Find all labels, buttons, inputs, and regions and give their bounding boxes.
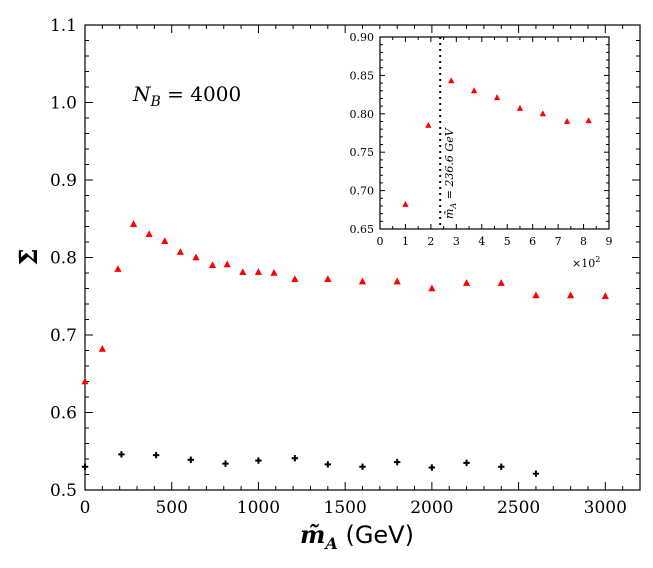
threshold-label-main: m̃ bbox=[443, 209, 456, 219]
main-axis-ticks: 0 500 1000 1500 2000 2500 3000 0.5 0.6 0.7 0.8 0.9 1… bbox=[50, 16, 640, 518]
x-axis-label: m̃A (GeV) bbox=[300, 520, 414, 553]
y-tick-label: 0.75 bbox=[350, 146, 375, 159]
inset-plot: 0 1 2 3 4 5 6 7 8 9 0.65 0.70 0.75 0.80 0.85 0.90 m̃A =… bbox=[350, 31, 613, 270]
x-tick-label: 500 bbox=[155, 498, 187, 518]
x-tick-label: 3 bbox=[453, 235, 460, 248]
data-point-triangle bbox=[470, 87, 478, 94]
data-point-triangle bbox=[291, 275, 299, 282]
x-axis-label-subscript: A bbox=[323, 534, 337, 553]
data-point-triangle bbox=[239, 268, 247, 276]
data-point-triangle bbox=[428, 284, 436, 292]
threshold-label-value: = 236.6 GeV bbox=[443, 127, 456, 202]
data-point-triangle bbox=[114, 265, 122, 272]
x-tick-label: 5 bbox=[504, 235, 511, 248]
data-point-triangle bbox=[270, 269, 278, 276]
inset-x-multiplier: ×102 bbox=[572, 255, 600, 270]
x-axis-label-symbol: m̃ bbox=[300, 520, 325, 549]
x-tick-label: 4 bbox=[478, 235, 485, 248]
y-tick-label: 0.70 bbox=[350, 185, 375, 198]
data-point-triangle bbox=[161, 237, 169, 245]
data-point-triangle bbox=[358, 277, 367, 285]
data-point-triangle bbox=[223, 260, 231, 268]
data-point-triangle bbox=[324, 275, 332, 282]
x-tick-label: 8 bbox=[580, 235, 587, 248]
data-point-triangle bbox=[532, 291, 540, 299]
x-tick-label: 9 bbox=[606, 235, 613, 248]
x-tick-label: 2000 bbox=[410, 498, 453, 518]
y-tick-label: 0.8 bbox=[50, 249, 77, 269]
data-point-triangle bbox=[493, 94, 501, 101]
multiplier-exponent: 2 bbox=[595, 255, 600, 264]
data-point-triangle bbox=[393, 277, 401, 285]
inset-plot-frame bbox=[379, 36, 610, 230]
y-tick-label: 0.90 bbox=[350, 31, 375, 44]
y-tick-label: 0.80 bbox=[350, 108, 375, 121]
data-point-triangle bbox=[539, 110, 546, 117]
data-point-triangle bbox=[448, 77, 455, 84]
x-tick-label: 2500 bbox=[497, 498, 540, 518]
x-tick-label: 0 bbox=[80, 498, 91, 518]
y-tick-label: 0.65 bbox=[350, 223, 375, 236]
annotation-main: N bbox=[132, 82, 152, 106]
inset-data-points bbox=[402, 77, 592, 207]
data-point-triangle bbox=[462, 279, 471, 286]
data-point-triangle bbox=[425, 121, 432, 128]
data-point-triangle bbox=[497, 279, 505, 286]
x-tick-label: 1 bbox=[402, 235, 409, 248]
y-tick-label: 0.9 bbox=[50, 171, 77, 191]
data-point-triangle bbox=[254, 268, 263, 276]
multiplier-base: ×10 bbox=[572, 257, 595, 270]
y-tick-label: 0.7 bbox=[50, 326, 77, 346]
data-point-triangle bbox=[567, 291, 575, 299]
data-point-triangle bbox=[563, 117, 571, 124]
x-tick-label: 3000 bbox=[584, 498, 627, 518]
data-point-triangle bbox=[129, 220, 138, 227]
annotation-value: = 4000 bbox=[161, 82, 241, 106]
inset-threshold-label: m̃A = 236.6 GeV bbox=[443, 127, 458, 219]
y-tick-label: 0.6 bbox=[50, 404, 77, 424]
main-data-points bbox=[81, 220, 609, 477]
x-axis-label-unit: (GeV) bbox=[338, 521, 414, 549]
y-axis-label: Σ̄ bbox=[14, 249, 43, 266]
data-point-triangle bbox=[585, 117, 592, 124]
data-point-triangle bbox=[516, 104, 524, 111]
data-point-triangle bbox=[208, 261, 217, 269]
x-tick-label: 2 bbox=[427, 235, 434, 248]
x-tick-label: 1000 bbox=[237, 498, 280, 518]
y-tick-label: 1.1 bbox=[50, 16, 77, 36]
data-point-triangle bbox=[81, 377, 89, 385]
data-point-triangle bbox=[145, 230, 153, 238]
x-tick-label: 1500 bbox=[324, 498, 367, 518]
y-tick-label: 0.85 bbox=[350, 69, 375, 82]
data-point-triangle bbox=[98, 344, 106, 352]
x-tick-label: 0 bbox=[377, 235, 384, 248]
x-tick-label: 6 bbox=[529, 235, 536, 248]
y-tick-label: 0.5 bbox=[50, 481, 77, 501]
data-point-triangle bbox=[601, 292, 609, 300]
data-point-triangle bbox=[402, 200, 409, 207]
data-point-triangle bbox=[176, 248, 184, 255]
x-tick-label: 7 bbox=[555, 235, 562, 248]
threshold-label-subscript: A bbox=[449, 203, 458, 210]
y-tick-label: 1.0 bbox=[50, 94, 77, 114]
data-point-triangle bbox=[192, 253, 200, 261]
annotation-subscript: B bbox=[150, 94, 161, 110]
main-annotation: NB = 4000 bbox=[132, 82, 241, 110]
inset-axis-ticks: 0 1 2 3 4 5 6 7 8 9 0.65 0.70 0.75 0.80 0.85 0.90 bbox=[350, 31, 613, 248]
